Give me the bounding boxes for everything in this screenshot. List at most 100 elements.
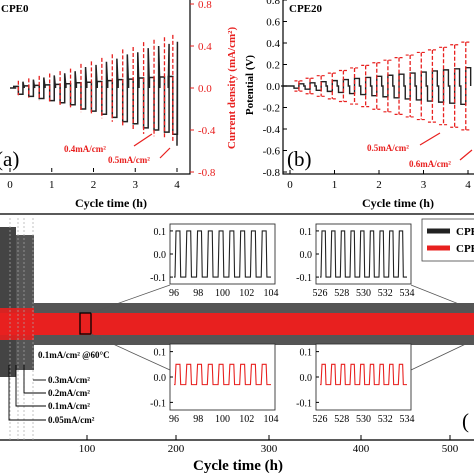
inset-y-tick-label: -0.1 bbox=[150, 398, 166, 409]
inset-series-line bbox=[320, 363, 407, 386]
panel-b-x-tick-label: 2 bbox=[376, 179, 382, 191]
inset-y-tick-label: 0.1 bbox=[154, 227, 167, 238]
zoom-connector-4 bbox=[410, 339, 474, 371]
inset-series-line bbox=[174, 230, 271, 278]
inset-y-tick-label: -0.1 bbox=[296, 398, 312, 409]
inset-y-tick-label: 0.0 bbox=[154, 250, 167, 261]
inset-y-tick-label: 0.0 bbox=[300, 250, 313, 261]
zoom-connector-3 bbox=[410, 284, 474, 311]
panel-c-red-band bbox=[0, 313, 474, 335]
panel-a-right-y-label: Current density (mA/cm²) bbox=[226, 27, 238, 150]
panel-a-y-tick-label: -0.8 bbox=[198, 167, 216, 179]
panel-a-x-tick-label: 0 bbox=[7, 179, 13, 191]
panel-c-initial-gray bbox=[0, 227, 16, 377]
rate-label-4: 0.05mA/cm² bbox=[48, 415, 95, 425]
inset-frame bbox=[315, 343, 412, 411]
panel-b-x-tick-label: 4 bbox=[465, 179, 471, 191]
rate-label-2: 0.2mA/cm² bbox=[48, 388, 90, 398]
panel-c-x-tick-label: 400 bbox=[353, 443, 370, 455]
panel-a-right-y-ticks: 0.8 0.4 0.0 -0.4 -0.8 bbox=[190, 0, 216, 179]
inset-x-tick-label: 102 bbox=[239, 288, 254, 299]
panel-a-arrow-2 bbox=[159, 147, 171, 159]
inset-red-96-104: 0.1 0.0 -0.196 98 100 102 104 bbox=[150, 343, 279, 425]
inset-x-tick-label: 100 bbox=[215, 288, 230, 299]
inset-x-tick-label: 104 bbox=[264, 414, 279, 425]
panel-b-y-tick-label: -0.6 bbox=[263, 146, 281, 158]
panel-a-annotation-1: 0.4mA/cm² bbox=[64, 144, 106, 154]
panel-a-y-tick-label: -0.4 bbox=[198, 125, 216, 137]
inset-x-tick-label: 98 bbox=[193, 288, 203, 299]
rate-leader-4 bbox=[8, 365, 46, 421]
rate-label-3: 0.1mA/cm² bbox=[48, 401, 90, 411]
inset-x-tick-label: 530 bbox=[356, 288, 371, 299]
inset-x-tick-label: 532 bbox=[378, 414, 393, 425]
inset-y-tick-label: 0.1 bbox=[154, 348, 167, 359]
inset-x-tick-label: 530 bbox=[356, 414, 371, 425]
panel-a-x-tick-label: 4 bbox=[174, 179, 180, 191]
panel-b-y-label: Potential (V) bbox=[244, 55, 256, 116]
panel-a-title: CPE0 bbox=[1, 3, 29, 15]
inset-y-tick-label: 0.0 bbox=[154, 373, 167, 384]
panel-c-x-label: Cycle time (h) bbox=[193, 458, 283, 474]
inset-series-line bbox=[174, 363, 271, 386]
inset-y-tick-label: 0.0 bbox=[300, 373, 313, 384]
panel-b-label: (b) bbox=[287, 147, 312, 171]
panel-a-frame bbox=[0, 0, 191, 175]
panel-a-annotation-2: 0.5mA/cm² bbox=[108, 155, 150, 165]
inset-y-tick-label: -0.1 bbox=[296, 273, 312, 284]
legend-label-red: CPE bbox=[456, 243, 474, 255]
panel-b-frame bbox=[282, 0, 474, 175]
panel-a-x-label: Cycle time (h) bbox=[75, 196, 147, 210]
panel-b-y-ticks: 0.8 0.6 0.4 0.2 0.0 -0.2 -0.4 -0.6 -0.8 bbox=[263, 0, 287, 179]
inset-x-tick-label: 528 bbox=[334, 288, 349, 299]
inset-x-tick-label: 526 bbox=[313, 288, 328, 299]
panel-c-x-tick-label: 300 bbox=[261, 443, 278, 455]
legend-label-black: CPE bbox=[456, 226, 474, 238]
rate-leader-2 bbox=[23, 365, 46, 394]
inset-y-tick-label: 0.1 bbox=[300, 348, 313, 359]
panel-a-plot bbox=[10, 34, 179, 146]
inset-x-tick-label: 532 bbox=[378, 288, 393, 299]
panel-c-plot bbox=[0, 218, 474, 440]
panel-b-title: CPE20 bbox=[289, 3, 323, 15]
rate-label-1: 0.3mA/cm² bbox=[48, 375, 90, 385]
inset-x-tick-label: 104 bbox=[264, 288, 279, 299]
inset-series-line bbox=[320, 230, 407, 278]
inset-x-tick-label: 526 bbox=[313, 414, 328, 425]
rate-labels: 0.3mA/cm² 0.2mA/cm² 0.1mA/cm² 0.05mA/cm² bbox=[8, 365, 95, 425]
inset-x-tick-label: 102 bbox=[239, 414, 254, 425]
inset-frame bbox=[169, 343, 276, 411]
inset-x-tick-label: 96 bbox=[169, 288, 179, 299]
zoom-connector-2 bbox=[90, 333, 171, 371]
inset-x-tick-label: 98 bbox=[193, 414, 203, 425]
panel-c-initial-gray bbox=[16, 235, 34, 370]
panel-b-y-tick-label: -0.8 bbox=[263, 167, 281, 179]
panel-c-x-ticks: 100 200 300 400 500 bbox=[79, 435, 459, 455]
panel-b-arrow-1 bbox=[419, 132, 441, 146]
panel-a-arrow-1 bbox=[133, 133, 153, 147]
panel-c-frame bbox=[0, 213, 474, 441]
panel-b-y-tick-label: 0.6 bbox=[266, 17, 280, 29]
panel-b-y-tick-label: 0.8 bbox=[266, 0, 280, 7]
panel-a-x-ticks: 0 1 2 3 4 bbox=[7, 168, 180, 191]
panel-b-plot bbox=[281, 41, 472, 131]
panel-b-y-tick-label: -0.4 bbox=[263, 124, 281, 136]
panel-c: 100 200 300 400 500 Cycle time (h) ( CPE CPE… bbox=[0, 213, 474, 474]
inset-y-tick-label: 0.1 bbox=[300, 227, 313, 238]
panel-a-y-tick-label: 0.0 bbox=[198, 83, 212, 95]
inset-x-tick-label: 100 bbox=[215, 414, 230, 425]
panel-a-x-tick-label: 1 bbox=[49, 179, 55, 191]
panel-a-label: (a) bbox=[0, 147, 19, 171]
panel-a: CPE0 (a) 0 1 2 3 4 0.8 0.4 0.0 -0.4 -0.8 Cycle t… bbox=[0, 0, 238, 210]
inset-x-tick-label: 528 bbox=[334, 414, 349, 425]
panel-a-y-tick-label: 0.4 bbox=[198, 41, 212, 53]
panel-b-y-tick-label: -0.2 bbox=[263, 103, 280, 115]
zoom-connector-1 bbox=[90, 284, 171, 314]
legend-box bbox=[421, 218, 474, 262]
inset-y-tick-label: -0.1 bbox=[150, 273, 166, 284]
panel-b-x-ticks: 0 1 2 3 4 bbox=[287, 170, 471, 191]
